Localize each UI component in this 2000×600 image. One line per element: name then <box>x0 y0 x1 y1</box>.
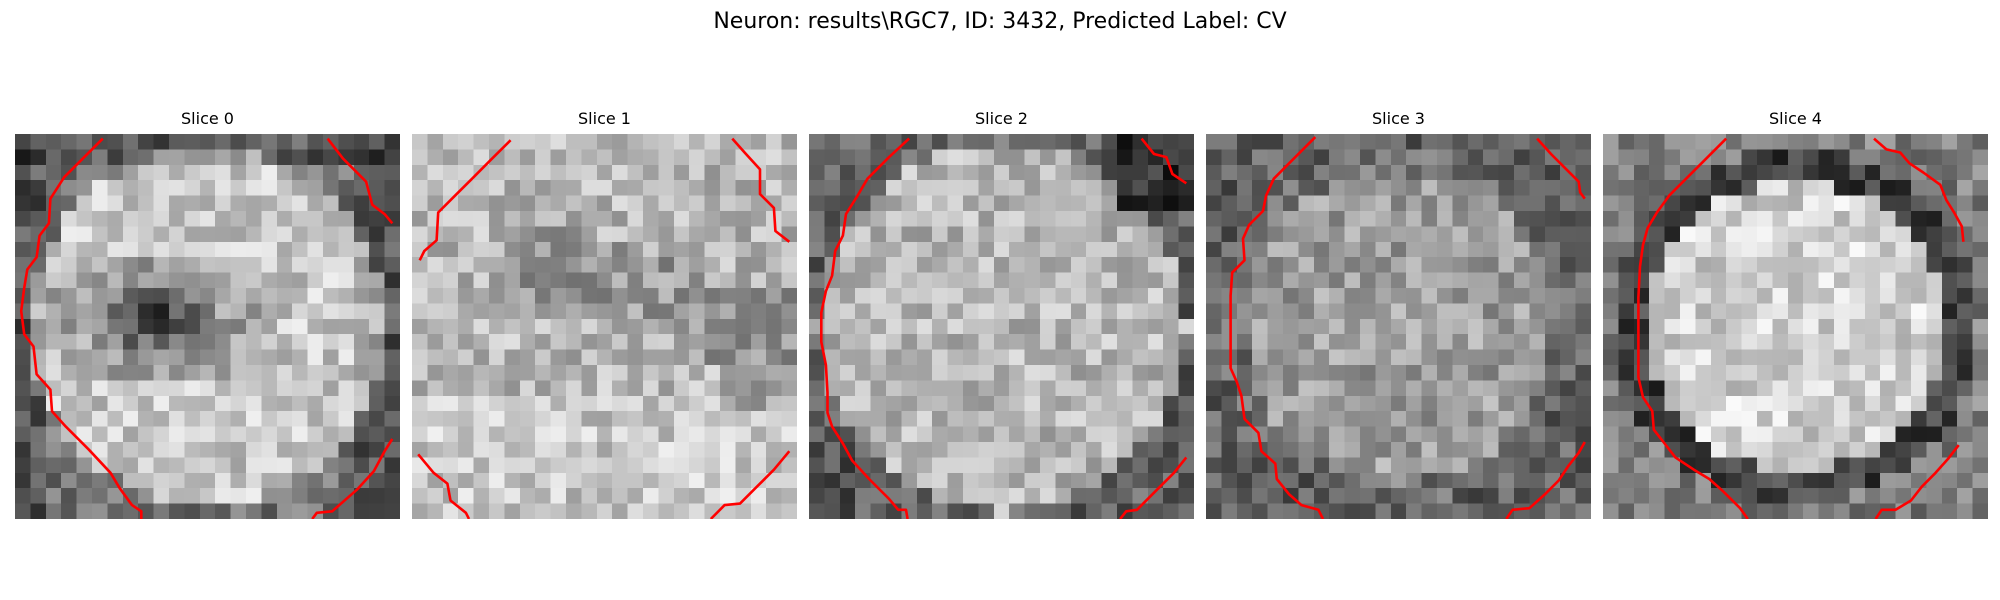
slice-title: Slice 2 <box>975 109 1028 128</box>
slice-image <box>412 134 797 519</box>
contour-line <box>1874 444 1960 519</box>
pixel-grid <box>809 134 1194 519</box>
slice-title: Slice 4 <box>1769 109 1822 128</box>
slice-image-canvas <box>1206 134 1591 519</box>
contour-line <box>1505 441 1586 519</box>
pixel-grid <box>1206 134 1591 519</box>
slice-image-canvas <box>809 134 1194 519</box>
slice-panel-2: Slice 2 <box>809 108 1194 519</box>
contour-line <box>417 453 471 519</box>
contour-line <box>326 137 394 225</box>
contour-line <box>1873 137 1965 242</box>
slice-image <box>1603 134 1988 519</box>
contour-line <box>1119 456 1188 519</box>
contour-line <box>311 438 394 519</box>
slice-image-canvas <box>1603 134 1988 519</box>
slice-title: Slice 3 <box>1372 109 1425 128</box>
contour-line <box>1229 136 1325 519</box>
slice-image <box>1206 134 1591 519</box>
contour-line <box>820 137 910 519</box>
pixel-grid <box>1603 134 1988 519</box>
pixel-grid <box>15 134 400 519</box>
slice-image-canvas <box>15 134 400 519</box>
contour-line <box>1140 137 1188 185</box>
contour-line <box>731 137 791 243</box>
slice-title: Slice 0 <box>181 109 234 128</box>
slice-panel-4: Slice 4 <box>1603 108 1988 519</box>
figure-title: Neuron: results\RGC7, ID: 3432, Predicte… <box>713 9 1287 34</box>
contour-line <box>418 139 512 261</box>
contour-line <box>709 450 791 519</box>
contour-line <box>1637 137 1749 519</box>
slice-panel-0: Slice 0 <box>15 108 400 519</box>
contour-line <box>19 137 143 519</box>
slice-image <box>809 134 1194 519</box>
pixel-grid <box>412 134 797 519</box>
slice-panel-3: Slice 3 <box>1206 108 1591 519</box>
slice-panel-1: Slice 1 <box>412 108 797 519</box>
slice-title: Slice 1 <box>578 109 631 128</box>
contour-line <box>1536 137 1586 200</box>
slice-image-canvas <box>412 134 797 519</box>
slice-image <box>15 134 400 519</box>
